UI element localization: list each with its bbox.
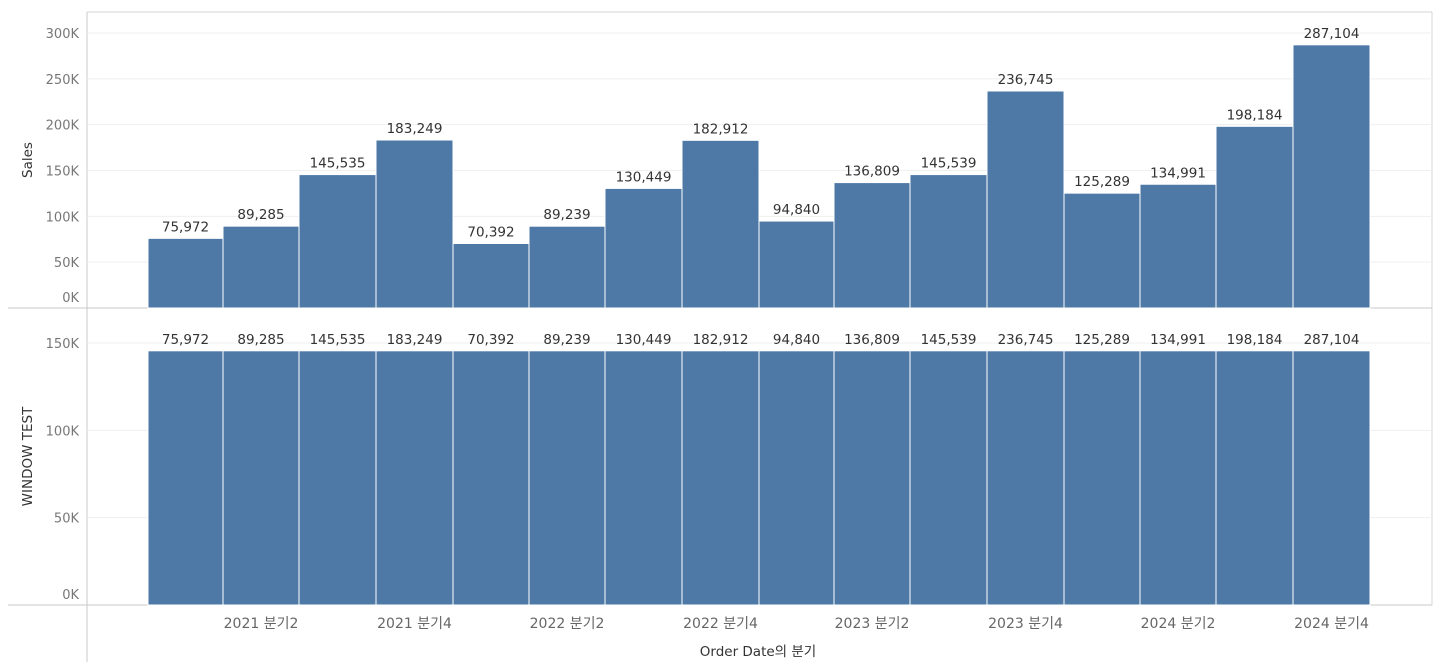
data-label: 75,972 [162, 332, 209, 348]
bar [604, 187, 683, 309]
data-label: 134,991 [1150, 332, 1206, 348]
x-tick-label: 2021 분기2 [224, 616, 299, 632]
y-tick-label: 300K [46, 27, 80, 42]
data-label: 287,104 [1304, 332, 1360, 348]
bar [681, 350, 760, 606]
data-label: 125,289 [1074, 332, 1130, 348]
y-tick-label: 0K [62, 588, 79, 603]
bar [833, 182, 911, 309]
data-label: 89,285 [237, 207, 284, 223]
data-label: 145,539 [921, 156, 977, 172]
data-label: 136,809 [844, 332, 900, 348]
data-label: 94,840 [773, 202, 820, 218]
bar [986, 90, 1065, 309]
data-label: 89,285 [237, 332, 284, 348]
bar [147, 350, 224, 606]
bar [1292, 350, 1371, 606]
data-label: 236,745 [998, 332, 1054, 348]
data-label: 198,184 [1227, 107, 1283, 123]
x-tick-label: 2024 분기4 [1294, 616, 1369, 632]
bar [452, 242, 530, 309]
data-label: 130,449 [616, 332, 672, 348]
bar [528, 350, 606, 606]
data-label: 125,289 [1074, 174, 1130, 190]
data-label: 89,239 [543, 332, 590, 348]
bar [986, 350, 1065, 606]
y-tick-label: 250K [46, 73, 80, 88]
bar [222, 225, 300, 309]
bar [298, 350, 377, 606]
x-tick-label: 2024 분기2 [1141, 616, 1216, 632]
x-tick-label: 2023 분기4 [988, 616, 1063, 632]
data-label: 89,239 [543, 207, 590, 223]
y-tick-label: 150K [46, 337, 80, 352]
bar [833, 350, 911, 606]
data-labels: 75,972 89,285 145,535 183,249 70,392 89,239 13… [162, 26, 1360, 348]
data-label: 182,912 [693, 332, 749, 348]
bar [758, 220, 835, 309]
bar [375, 139, 454, 309]
data-label: 183,249 [387, 332, 443, 348]
bar [222, 350, 300, 606]
x-tick-label: 2022 분기4 [683, 616, 758, 632]
data-label: 145,535 [310, 332, 366, 348]
y-tick-label: 50K [54, 512, 80, 527]
x-tick-label: 2021 분기4 [377, 616, 452, 632]
y-tick-label: 100K [46, 424, 80, 439]
bar [147, 237, 224, 309]
bars [147, 44, 1371, 606]
y-tick-label: 100K [46, 210, 80, 225]
bar [1215, 125, 1294, 309]
bar [528, 225, 606, 309]
y-axis-title: Sales [20, 142, 36, 178]
bar [1063, 192, 1141, 309]
data-label: 145,535 [310, 156, 366, 172]
data-label: 287,104 [1304, 26, 1360, 42]
bar [1292, 44, 1371, 309]
y-tick-label: 200K [46, 119, 80, 134]
data-label: 198,184 [1227, 332, 1283, 348]
data-label: 183,249 [387, 121, 443, 137]
bar [1063, 350, 1141, 606]
data-label: 94,840 [773, 332, 820, 348]
data-label: 182,912 [693, 121, 749, 137]
bar [604, 350, 683, 606]
x-tick-label: 2023 분기2 [835, 616, 910, 632]
bar [758, 350, 835, 606]
data-label: 145,539 [921, 332, 977, 348]
bar [681, 139, 760, 309]
bar [1139, 183, 1217, 309]
data-label: 130,449 [616, 169, 672, 185]
data-label: 136,809 [844, 164, 900, 180]
y-tick-label: 50K [54, 256, 80, 271]
data-label: 75,972 [162, 219, 209, 235]
data-label: 236,745 [998, 72, 1054, 88]
axis-ticks: 0K 50K 100K 150K 200K 250K 300K Sales 0K 50K 100K 1… [20, 27, 1369, 632]
bar [375, 350, 454, 606]
bar [452, 350, 530, 606]
bar [1139, 350, 1217, 606]
data-label: 70,392 [467, 332, 514, 348]
data-label: 134,991 [1150, 165, 1206, 181]
bar [909, 174, 988, 309]
x-axis-title: Order Date의 분기 [700, 644, 816, 660]
bar [909, 350, 988, 606]
bar [1215, 350, 1294, 606]
y-tick-label: 0K [62, 291, 79, 306]
y-axis-title: WINDOW TEST [20, 406, 36, 506]
y-tick-label: 150K [46, 165, 80, 180]
x-tick-label: 2022 분기2 [530, 616, 605, 632]
bar [298, 174, 377, 309]
data-label: 70,392 [467, 224, 514, 240]
